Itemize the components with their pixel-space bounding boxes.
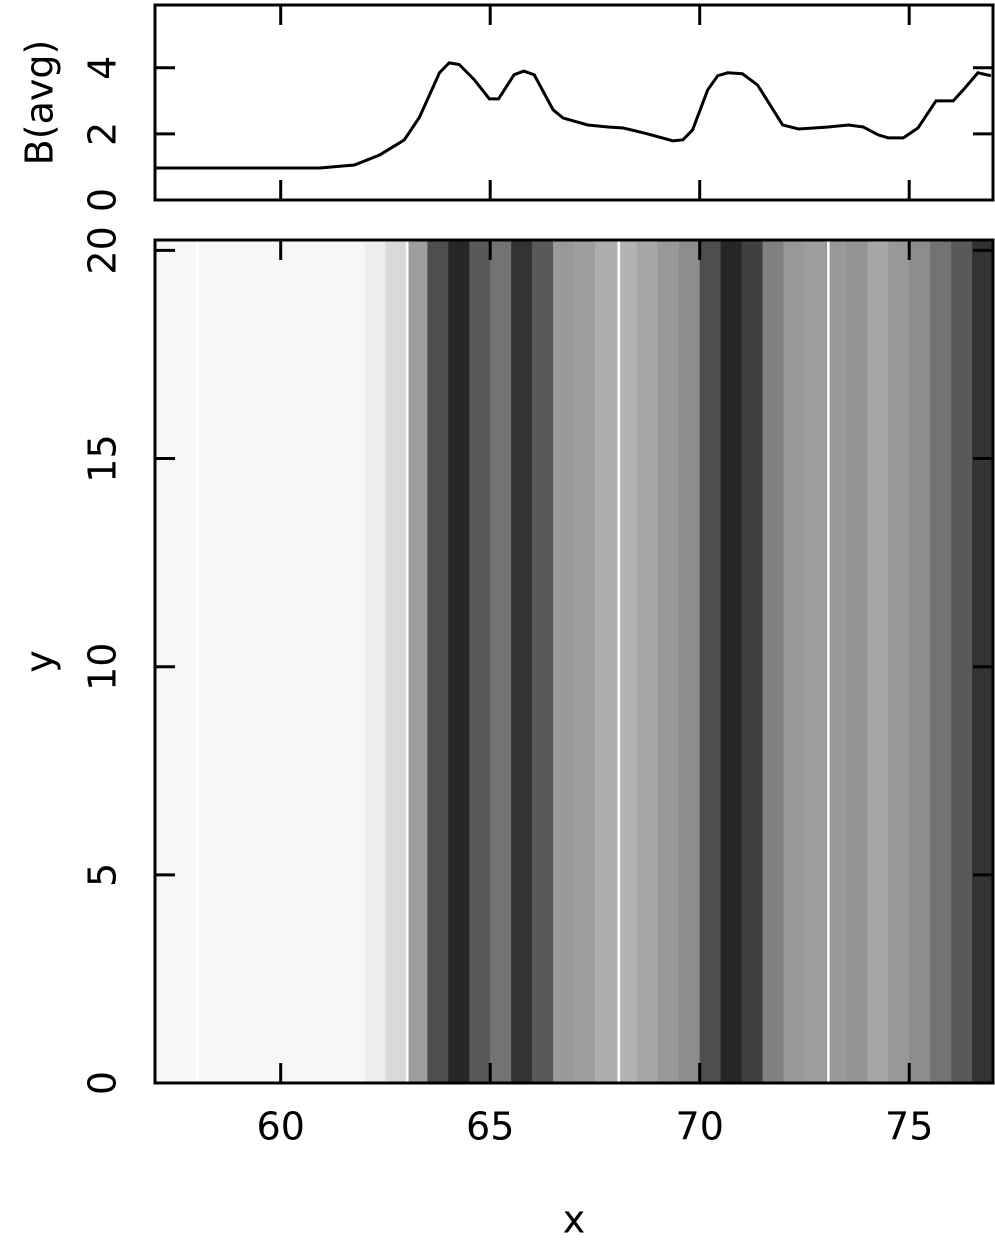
heatmap-column xyxy=(553,240,575,1083)
heatmap-column xyxy=(469,240,491,1083)
x-tick-label: 60 xyxy=(257,1105,305,1149)
heatmap-column xyxy=(406,240,428,1083)
heatmap-column xyxy=(427,240,449,1083)
heatmap-column xyxy=(930,240,952,1083)
heatmap-column xyxy=(867,240,889,1083)
heatmap-layer xyxy=(155,240,994,1083)
x-tick-label: 70 xyxy=(676,1105,724,1149)
heatmap-column xyxy=(972,240,994,1083)
y-tick-label: 15 xyxy=(81,434,125,482)
heatmap-column xyxy=(741,240,764,1083)
heatmap-column xyxy=(532,240,554,1083)
heatmap-column xyxy=(364,240,386,1083)
x-tick-label: 65 xyxy=(466,1105,514,1149)
y-tick-label: 5 xyxy=(81,863,125,887)
heatmap-column xyxy=(951,240,973,1083)
heatmap-column xyxy=(909,240,931,1083)
y-tick-label: 0 xyxy=(81,1071,125,1095)
x-tick-label: 75 xyxy=(885,1105,933,1149)
heatmap-column xyxy=(448,240,470,1083)
frame xyxy=(153,3,995,202)
heatmap-column xyxy=(511,240,533,1083)
y-axis-label: y xyxy=(18,650,62,673)
heatmap-column xyxy=(783,240,805,1083)
y-tick-label: 0 xyxy=(81,188,125,212)
heatmap-column xyxy=(490,240,512,1083)
heatmap-column xyxy=(804,240,826,1083)
x-axis-label: x xyxy=(563,1198,586,1242)
frame xyxy=(153,238,995,1085)
heatmap-column xyxy=(678,240,701,1083)
heatmap-column xyxy=(699,240,722,1083)
y-tick-label: 2 xyxy=(81,122,125,146)
heatmap-column xyxy=(888,240,910,1083)
data-line xyxy=(155,61,992,170)
heatmap-column xyxy=(594,240,617,1083)
heatmap-column xyxy=(155,240,365,1083)
y-tick-label: 10 xyxy=(81,643,125,691)
y-tick-label: 20 xyxy=(81,226,125,274)
y-tick-label: 4 xyxy=(81,56,125,80)
y-axis-label: B(avg) xyxy=(18,40,62,166)
heatmap-column xyxy=(574,240,596,1083)
heatmap-column xyxy=(615,240,638,1083)
heatmap-column xyxy=(636,240,659,1083)
heatmap-column xyxy=(846,240,868,1083)
heatmap-column xyxy=(720,240,743,1083)
heatmap-column xyxy=(657,240,680,1083)
heatmap-column xyxy=(762,240,784,1083)
heatmap-column xyxy=(825,240,847,1083)
heatmap-column xyxy=(385,240,407,1083)
